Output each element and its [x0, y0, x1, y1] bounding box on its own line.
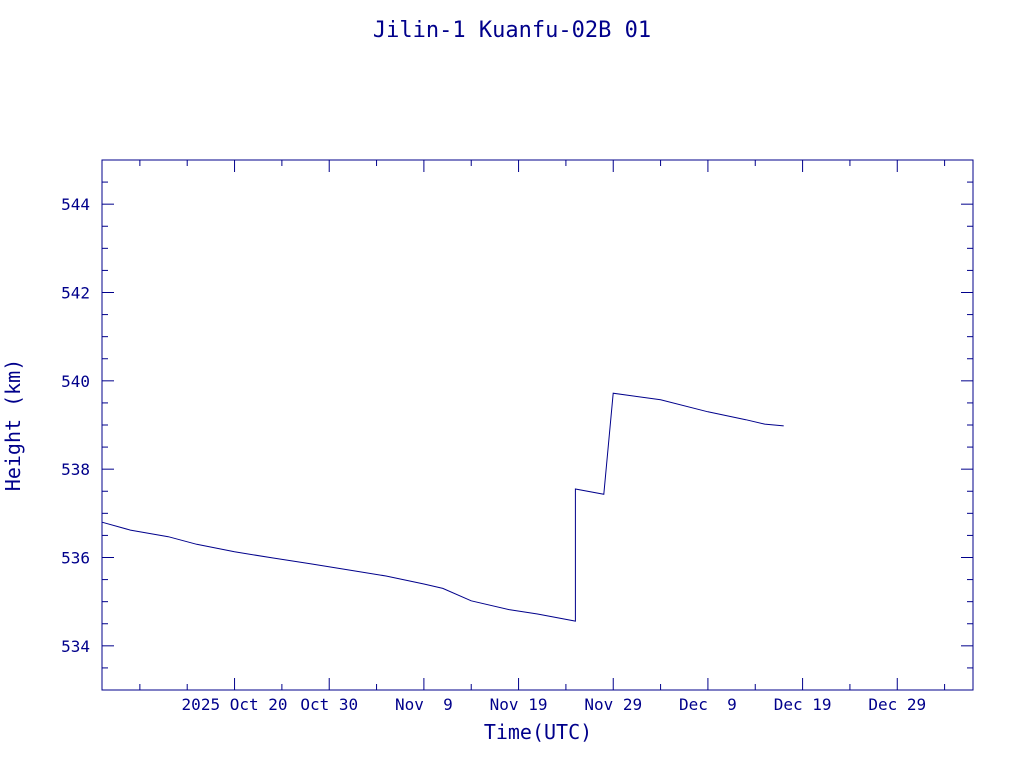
x-tick-label: Dec 19: [774, 695, 832, 714]
x-tick-label: 2025 Oct 20: [182, 695, 288, 714]
minor-ticks: [102, 159, 973, 691]
x-tick-label: Dec 29: [868, 695, 926, 714]
y-tick-label: 538: [61, 460, 90, 479]
chart-title: Jilin-1 Kuanfu-02B 01: [373, 18, 651, 43]
y-tick-label: 540: [61, 372, 90, 391]
y-axis-label: Height (km): [1, 359, 25, 491]
y-tick-label: 544: [61, 195, 90, 214]
major-ticks: [102, 160, 973, 690]
y-tick-label: 534: [61, 637, 90, 656]
x-tick-labels: 2025 Oct 20 Oct 30 Nov 9 Nov 19 Nov 29 Dec 9 D…: [182, 695, 927, 714]
y-tick-labels: 534 536 538 540 542 544: [61, 195, 90, 656]
y-tick-label: 536: [61, 549, 90, 568]
x-tick-label: Nov 29: [584, 695, 642, 714]
x-tick-label: Oct 30: [300, 695, 358, 714]
x-axis-label: Time(UTC): [484, 720, 592, 744]
x-tick-label: Dec 9: [679, 695, 737, 714]
x-tick-label: Nov 9: [395, 695, 453, 714]
y-tick-label: 542: [61, 284, 90, 303]
x-tick-label: Nov 19: [490, 695, 548, 714]
series-line: [101, 392, 784, 622]
plot-frame: [101, 159, 974, 691]
